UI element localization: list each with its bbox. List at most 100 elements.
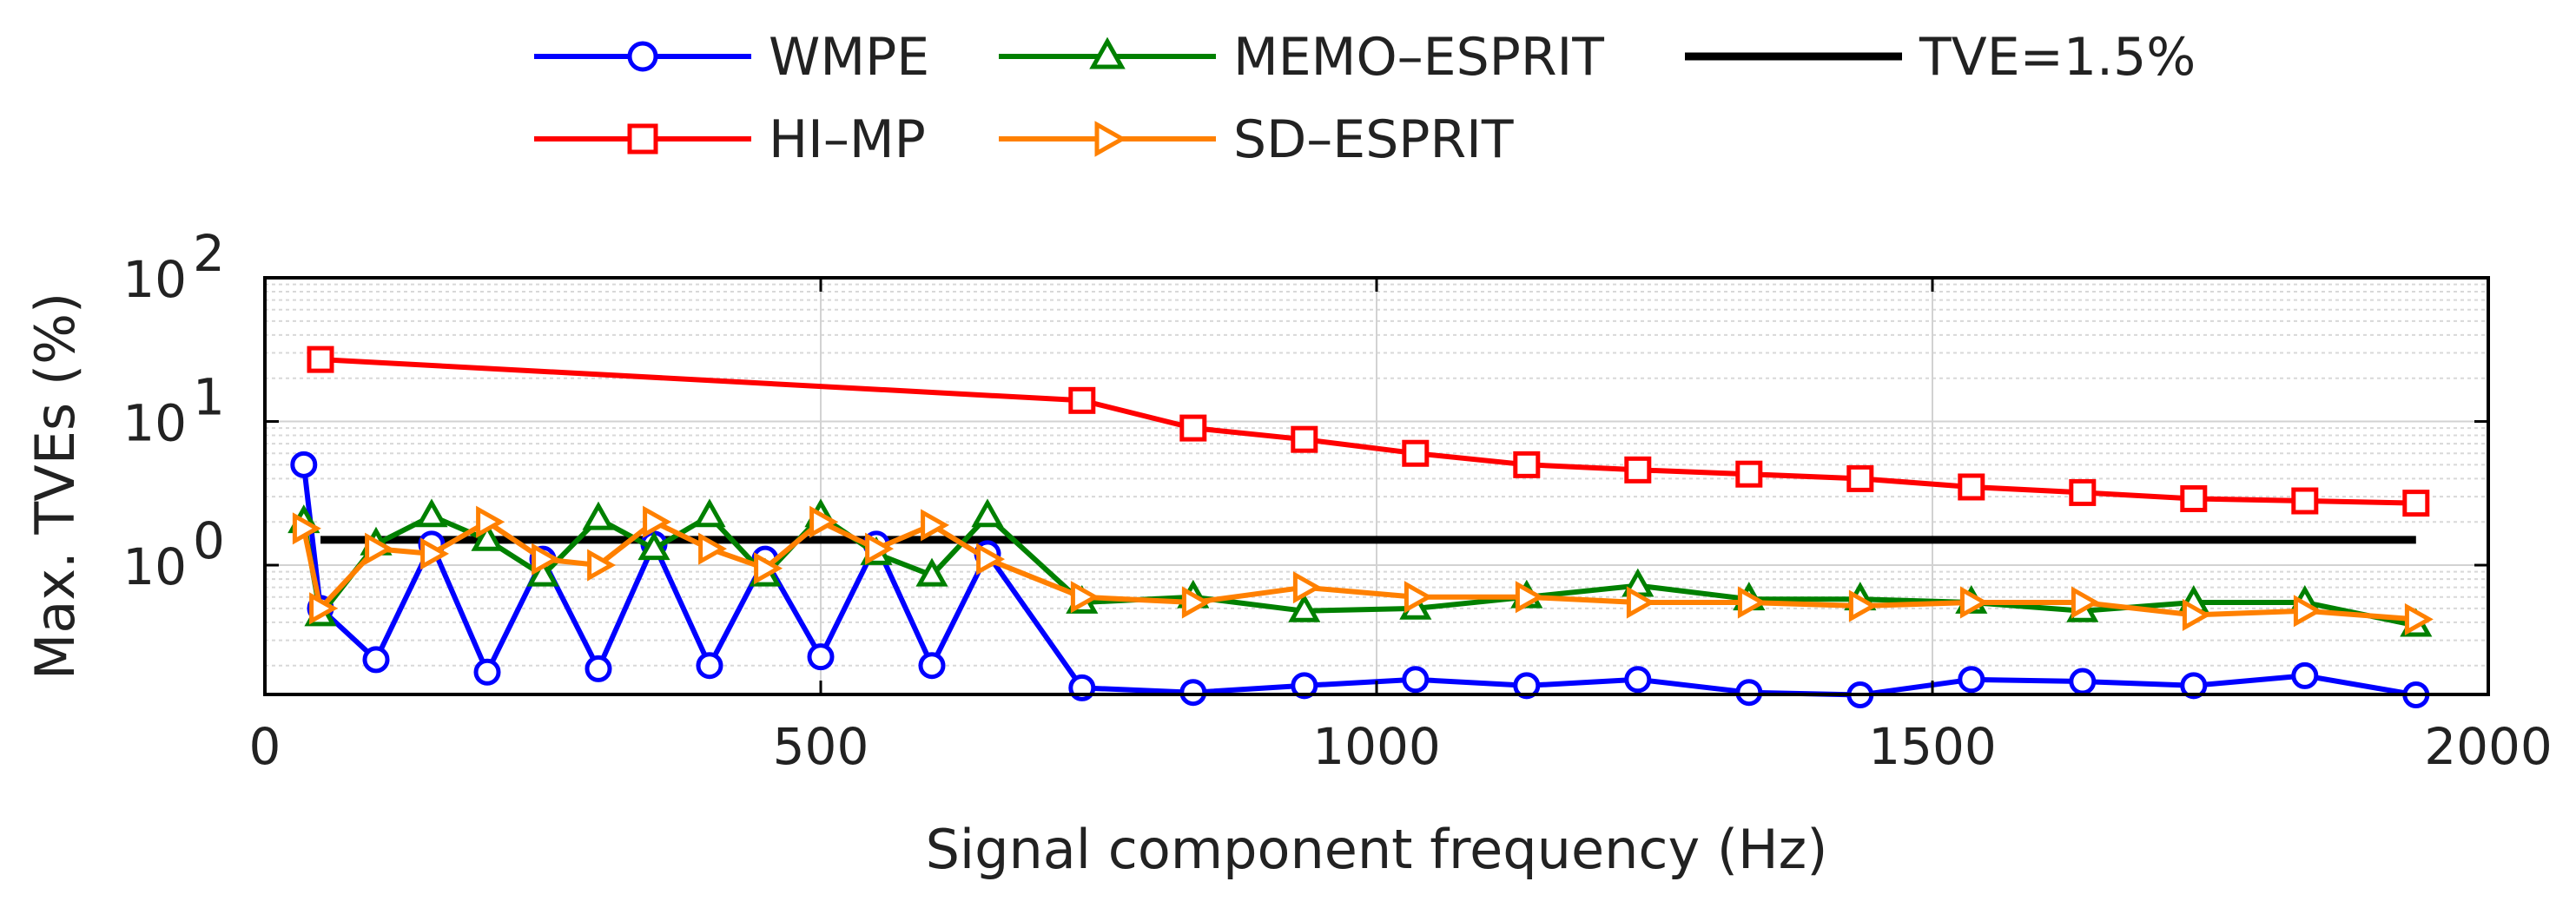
data-point (1959, 586, 1989, 619)
data-point (915, 557, 948, 587)
data-point (1402, 666, 1430, 694)
data-point (2180, 484, 2208, 512)
data-point (976, 543, 1006, 576)
grid-major (265, 278, 2488, 694)
data-point (693, 498, 726, 528)
y-tick-label-power: 2 (193, 224, 225, 283)
data-point (1291, 672, 1318, 700)
legend: WMPE MEMO–ESPRIT TVE=1.5% HI–MP SD–ESPRIT (534, 27, 2196, 170)
data-point (1179, 679, 1207, 707)
data-point (2069, 668, 2097, 695)
data-point (1094, 121, 1127, 157)
y-tick-label-base: 10 (122, 394, 187, 453)
data-point (2402, 490, 2430, 517)
legend-item: TVE=1.5% (1685, 27, 2196, 88)
legend-label: WMPE (769, 27, 929, 88)
data-point (1846, 464, 1874, 492)
y-axis-label: Max. TVEs (%) (23, 293, 87, 680)
y-tick-label-power: 1 (193, 368, 225, 427)
data-point (921, 509, 950, 542)
data-point (1179, 414, 1207, 442)
data-point (1958, 666, 1985, 694)
data-point (865, 532, 895, 565)
x-tick-label: 1500 (1868, 717, 1997, 776)
data-point (2404, 602, 2434, 635)
data-point (696, 652, 723, 680)
y-tick-label-base: 10 (122, 250, 187, 309)
data-point (309, 592, 339, 625)
x-tick-label: 0 (249, 717, 281, 776)
legend-item: HI–MP (534, 109, 926, 170)
data-point (526, 557, 559, 587)
data-point (1513, 672, 1541, 700)
data-point (643, 505, 672, 538)
y-tick-label-base: 10 (122, 537, 187, 596)
data-point (307, 345, 334, 373)
data-point (365, 532, 394, 565)
series-hi-mp (307, 345, 2430, 517)
data-point (587, 549, 617, 582)
data-point (1848, 589, 1878, 622)
legend-label: TVE=1.5% (1919, 27, 2196, 88)
data-point (809, 505, 839, 538)
data-point (1515, 581, 1544, 614)
data-point (476, 505, 505, 538)
legend-label: SD–ESPRIT (1233, 109, 1514, 170)
data-point (582, 501, 615, 530)
data-point (532, 543, 561, 576)
data-point (420, 537, 450, 570)
data-point (2291, 487, 2319, 515)
legend-label: MEMO–ESPRIT (1233, 27, 1604, 88)
data-point (292, 512, 321, 545)
data-point (1626, 586, 1655, 619)
data-point (627, 41, 658, 72)
y-tick-label-power: 0 (193, 511, 225, 570)
data-point (1089, 36, 1126, 69)
data-point (1735, 460, 1763, 488)
data-point (807, 643, 835, 671)
series-line (320, 357, 2416, 506)
data-point (971, 498, 1004, 528)
data-point (1402, 439, 1430, 467)
data-point (698, 532, 728, 565)
data-point (1292, 571, 1322, 604)
data-point (1737, 586, 1767, 619)
data-point (1404, 581, 1433, 614)
x-tick-label: 500 (773, 717, 869, 776)
data-point (1070, 581, 1100, 614)
data-point (1958, 473, 1985, 501)
data-point (2180, 672, 2208, 700)
data-point (1288, 593, 1321, 622)
data-point (637, 531, 670, 561)
data-point (585, 655, 612, 682)
data-point (1181, 586, 1211, 619)
legend-item: SD–ESPRIT (999, 109, 1514, 170)
x-axis-label: Signal component frequency (Hz) (926, 818, 1828, 881)
data-point (415, 498, 448, 528)
data-point (1624, 456, 1652, 484)
data-point (2182, 598, 2211, 632)
data-point (290, 451, 318, 478)
legend-label: HI–MP (769, 109, 926, 170)
legend-item: MEMO–ESPRIT (999, 27, 1604, 88)
data-point (2069, 478, 2097, 506)
series-layer (287, 345, 2434, 709)
data-point (754, 552, 783, 585)
data-point (627, 123, 658, 155)
data-point (473, 658, 501, 686)
data-point (1291, 425, 1318, 453)
data-point (918, 652, 946, 680)
x-tick-label: 2000 (2424, 717, 2553, 776)
data-point (362, 646, 390, 674)
data-point (1068, 386, 1096, 414)
data-point (2291, 661, 2319, 689)
x-tick-label: 1000 (1312, 717, 1441, 776)
data-point (1513, 451, 1541, 478)
data-point (2071, 586, 2100, 619)
legend-item: WMPE (534, 27, 929, 88)
data-point (1624, 666, 1652, 694)
data-point (471, 522, 504, 551)
data-point (2293, 595, 2322, 628)
